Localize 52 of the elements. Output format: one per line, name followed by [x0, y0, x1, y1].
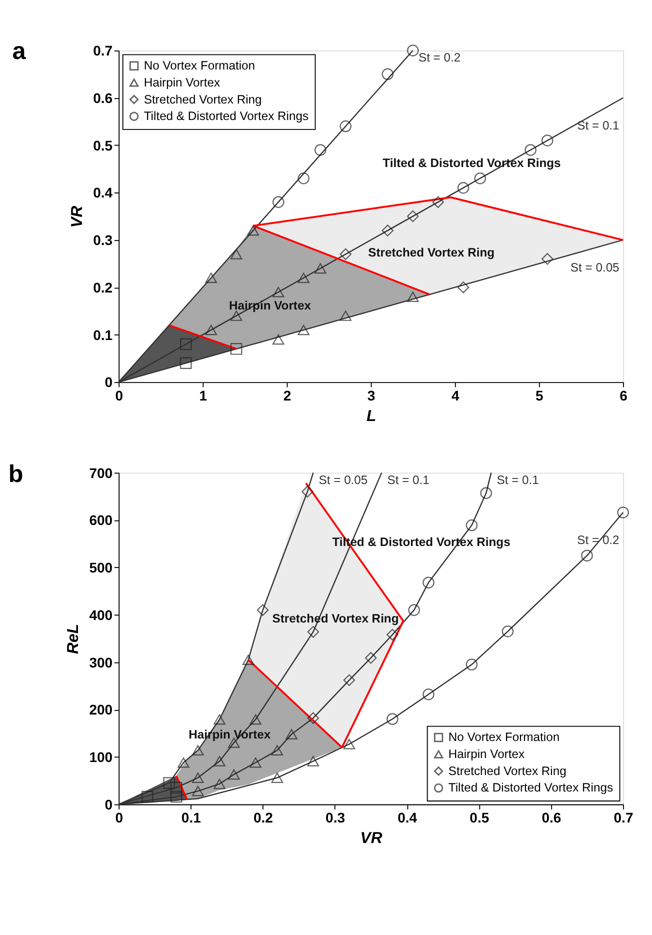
x-tick-label: 4 — [451, 387, 460, 404]
y-tick-label: 0.5 — [93, 137, 113, 154]
y-axis-title: ReL — [64, 624, 82, 654]
y-tick-label: 0.1 — [93, 326, 113, 343]
y-tick-label: 0 — [104, 374, 113, 390]
y-tick-label: 300 — [89, 654, 113, 670]
y-tick-label: 400 — [89, 606, 113, 623]
y-tick-label: 700 — [89, 464, 113, 481]
chart-title: b — [8, 461, 24, 488]
x-tick-label: 0.4 — [398, 810, 418, 826]
x-axis-title: L — [366, 408, 376, 425]
legend-label: Tilted & Distorted Vortex Rings — [144, 109, 309, 124]
x-tick-label: 0.5 — [470, 810, 490, 826]
annotation: Stretched Vortex Ring — [368, 245, 495, 260]
legend-label: Hairpin Vortex — [144, 75, 220, 90]
x-tick-label: 2 — [283, 387, 292, 404]
x-tick-label: 0.3 — [326, 810, 346, 826]
y-tick-label: 200 — [89, 702, 113, 718]
series-label: St = 0.1 — [496, 472, 540, 487]
x-tick-label: 0.7 — [614, 810, 634, 826]
x-tick-label: 0.2 — [253, 810, 274, 826]
y-tick-label: 500 — [89, 560, 113, 576]
x-tick-label: 0.6 — [542, 810, 562, 826]
y-tick-label: 100 — [89, 749, 113, 766]
legend-label: Tilted & Distorted Vortex Rings — [448, 780, 614, 795]
legend-label: No Vortex Formation — [448, 730, 560, 744]
y-axis-title: VR — [68, 205, 86, 228]
series-label: St = 0.2 — [418, 50, 461, 65]
x-tick-label: 1 — [199, 387, 208, 404]
x-axis-title: VR — [360, 830, 383, 848]
series-label: St = 0.05 — [570, 260, 620, 275]
y-tick-label: 0.7 — [93, 42, 113, 59]
legend-label: No Vortex Formation — [144, 58, 256, 73]
y-tick-label: 0.4 — [93, 184, 113, 201]
x-tick-label: 0 — [115, 810, 124, 826]
x-tick-label: 5 — [536, 387, 544, 404]
x-tick-label: 0 — [115, 387, 124, 404]
x-tick-label: 6 — [620, 387, 628, 404]
y-tick-label: 0 — [104, 796, 113, 812]
legend-label: Stretched Vortex Ring — [144, 92, 262, 106]
y-tick-label: 0.2 — [93, 279, 113, 296]
legend-label: Hairpin Vortex — [448, 747, 525, 762]
series-label: St = 0.05 — [318, 472, 368, 487]
legend-label: Stretched Vortex Ring — [448, 764, 566, 778]
series-label: St = 0.1 — [387, 472, 430, 487]
y-tick-label: 0.3 — [93, 232, 113, 248]
series-label: St = 0.2 — [577, 533, 620, 548]
chart-title: a — [12, 38, 26, 65]
x-tick-label: 0.1 — [181, 810, 202, 826]
x-tick-label: 3 — [367, 387, 376, 404]
y-tick-label: 600 — [89, 512, 113, 528]
y-tick-label: 0.6 — [93, 90, 113, 106]
